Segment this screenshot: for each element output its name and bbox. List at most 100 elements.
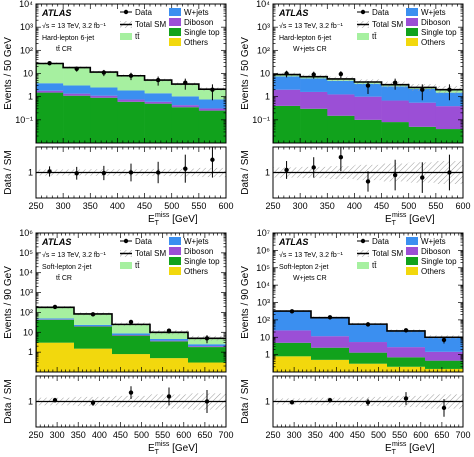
stack-bar-wjets <box>300 78 328 92</box>
ratio-point <box>183 166 188 171</box>
ratio-point <box>52 398 58 403</box>
y-tick-label: 10⁶ <box>19 229 33 238</box>
energy-lumi-label: √s = 13 TeV, 3.2 fb⁻¹ <box>279 22 343 30</box>
legend-diboson-label: Diboson <box>421 247 450 256</box>
ratio-point <box>74 171 79 176</box>
ratio-y-tick-label: 1 <box>265 168 270 178</box>
stack-bar-wjets <box>117 90 145 100</box>
x-axis-title-superscript: miss <box>392 441 407 448</box>
ratio-point <box>311 165 316 170</box>
stack-bar-wjets <box>387 331 426 348</box>
legend-data-label: Data <box>135 237 152 246</box>
y-tick-label: 1 <box>28 92 33 102</box>
stack-bar-others <box>311 359 350 372</box>
stack-bar-wjets <box>273 311 312 331</box>
x-tick-label: 300 <box>50 430 65 440</box>
stack-bar-diboson <box>425 351 463 361</box>
stack-bar-wjets <box>36 83 64 91</box>
stack-bar-wjets <box>171 96 200 106</box>
x-axis-title-unit: [GeV] <box>169 214 198 225</box>
stack-bar-wjets <box>311 317 350 337</box>
y-tick-label: 10⁵ <box>256 263 270 273</box>
x-axis-title-unit: [GeV] <box>169 443 198 454</box>
stack-bar-wjets <box>74 324 113 327</box>
stack-bar-wjets <box>198 99 226 109</box>
stack-bar-wjets <box>188 344 226 347</box>
stack-bar-ttbar <box>150 332 189 339</box>
x-tick-label: 600 <box>218 201 233 211</box>
stack-bar-singletop <box>387 357 426 367</box>
legend-others-label: Others <box>421 267 445 276</box>
energy-lumi-label: √s = 13 TeV, 3.2 fb⁻¹ <box>42 22 106 30</box>
stack-bar-singletop <box>36 319 75 343</box>
data-point <box>90 312 96 317</box>
data-point <box>128 319 134 325</box>
y-tick-label: 10⁴ <box>19 0 33 9</box>
legend-ttbar-label: tt̄ <box>372 32 377 41</box>
stack-bar-wjets <box>112 333 151 335</box>
y-tick-label: 10³ <box>20 288 33 298</box>
stack-bar-singletop <box>63 95 91 143</box>
y-axis-title: Events / 90 GeV <box>240 266 251 339</box>
legend-total-sm-label: Total SM <box>135 20 166 29</box>
stack-bar-diboson <box>435 106 463 130</box>
ratio-plot-area <box>36 147 226 184</box>
x-tick-label: 250 <box>28 430 43 440</box>
data-point <box>338 71 344 77</box>
stack-bar-singletop <box>150 341 189 359</box>
ratio-point <box>403 396 409 401</box>
stack-bar-singletop <box>435 129 463 143</box>
legend-wjets-label: W+jets <box>184 237 209 246</box>
legend-wjets-swatch <box>169 237 181 245</box>
region-label: Hard-lepton 6-jet <box>42 35 94 42</box>
y-tick-label: 10³ <box>257 22 270 32</box>
y-tick-label: 10⁷ <box>257 229 270 238</box>
stack-bar-singletop <box>188 347 226 363</box>
legend-others-swatch <box>406 267 418 275</box>
data-point <box>155 77 161 83</box>
energy-lumi-label: √s = 13 TeV, 3.2 fb⁻¹ <box>42 251 106 259</box>
stack-bar-singletop <box>273 105 301 143</box>
data-point <box>74 66 79 71</box>
legend-singletop-label: Single top <box>184 257 220 266</box>
legend-singletop-swatch <box>169 257 181 265</box>
legend-total-sm-label: Total SM <box>372 249 403 258</box>
control-region-label: W+jets CR <box>293 275 327 282</box>
legend-ttbar-label: tt̄ <box>135 261 140 270</box>
x-tick-label: 350 <box>71 430 86 440</box>
legend-data-label: Data <box>135 8 152 17</box>
y-tick-label: 10² <box>20 307 33 317</box>
y-tick-label: 10⁻¹ <box>252 115 270 125</box>
x-axis-title-main: E <box>385 214 392 225</box>
data-point <box>403 328 409 333</box>
x-tick-label: 600 <box>455 201 470 211</box>
stack-bar-singletop <box>381 122 410 143</box>
x-tick-label: 300 <box>287 430 302 440</box>
x-tick-label: 600 <box>413 430 428 440</box>
ratio-point <box>441 405 447 411</box>
legend-others-label: Others <box>184 267 208 276</box>
stack-bar-others <box>150 358 189 372</box>
ratio-point <box>447 170 452 175</box>
x-axis-title-unit: [GeV] <box>406 214 435 225</box>
y-tick-label: 1 <box>28 347 33 357</box>
ratio-point <box>47 169 52 174</box>
stack-bar-diboson <box>144 101 173 104</box>
x-tick-label: 450 <box>137 201 152 211</box>
x-axis-title-subscript: T <box>155 220 160 227</box>
ratio-y-axis-title: Data / SM <box>240 150 251 194</box>
atlas-label: ATLAS <box>41 8 71 18</box>
legend-wjets-label: W+jets <box>421 237 446 246</box>
y-tick-label: 10² <box>257 315 270 325</box>
ratio-point <box>392 172 398 178</box>
stack-bar-diboson <box>150 340 189 342</box>
data-point <box>183 80 188 85</box>
x-tick-label: 350 <box>320 201 335 211</box>
ratio-point <box>90 400 96 405</box>
stack-bar-singletop <box>300 108 328 143</box>
x-tick-label: 300 <box>56 201 71 211</box>
x-tick-label: 350 <box>83 201 98 211</box>
chart-panel-ttbar-cr-soft-lepton: 1 10 10² 10³ 10⁴ 10⁵ 10⁶ Events / 90 GeV ATLAS √s… <box>3 229 234 456</box>
stack-bar-diboson <box>381 100 410 123</box>
x-tick-label: 500 <box>371 430 386 440</box>
